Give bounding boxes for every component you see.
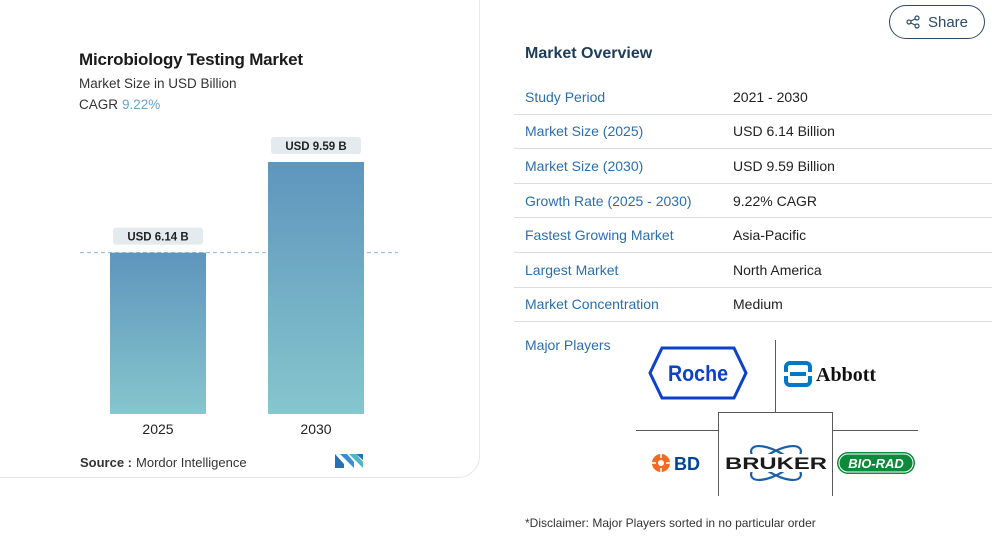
overview-row-key: Growth Rate (2025 - 2030) [525,192,692,209]
bd-logo-text: BD [674,454,700,474]
data-label: USD 9.59 B [285,141,346,153]
overview-row-value: North America [733,261,822,278]
major-players-grid: Roche Abbott BD BRUKER BIO-RAD [636,340,918,496]
bd-logo: BD [652,454,700,474]
overview-row-key: Market Size (2030) [525,157,644,174]
x-tick-label: 2025 [142,421,173,437]
x-tick-label: 2030 [300,421,331,437]
bio-rad-logo-text: BIO-RAD [848,456,904,471]
cagr-line: CAGR 9.22% [79,97,160,112]
chart-subtitle: Market Size in USD Billion [79,76,237,91]
cagr-label: CAGR [79,97,119,112]
overview-row: Market Size (2025) USD 6.14 Billion [514,115,992,150]
overview-row: Market Size (2030) USD 9.59 Billion [514,149,992,184]
overview-row-value: 9.22% CAGR [733,192,818,209]
overview-row: Largest Market North America [514,253,992,288]
abbott-logo: Abbott [784,361,876,387]
source-label: Source : [80,455,133,470]
share-label: Share [927,13,969,31]
cagr-value: 9.22% [122,97,161,112]
overview-row-key: Fastest Growing Market [525,227,674,244]
chart-title: Microbiology Testing Market [79,50,303,69]
roche-logo: Roche [648,346,748,400]
overview-row-key: Largest Market [525,261,619,278]
overview-row: Growth Rate (2025 - 2030) 9.22% CAGR [514,184,992,219]
overview-row-value: 2021 - 2030 [733,88,808,105]
bruker-logo-text: BRUKER [725,454,827,473]
chart-bar [268,162,364,414]
overview-row: Study Period 2021 - 2030 [514,80,992,115]
chart-bar [110,252,206,414]
overview-row-value: Asia-Pacific [733,227,807,244]
overview-row-value: Medium [733,296,783,313]
overview-row-value: USD 6.14 Billion [733,123,835,140]
overview-row-value: USD 9.59 Billion [733,157,835,174]
overview-row-key: Market Concentration [525,296,659,313]
source-line: Source : Mordor Intelligence [80,455,247,470]
bar-chart: 2025 USD 6.14 B 2030 USD 9.59 B [80,137,398,437]
roche-logo-text: Roche [668,361,728,386]
major-players-label: Major Players [525,337,611,353]
overview-row: Fastest Growing Market Asia-Pacific [514,218,992,253]
share-icon [906,15,920,29]
bio-rad-logo: BIO-RAD [837,452,915,474]
share-button[interactable]: Share [889,5,985,39]
market-overview-table: Study Period 2021 - 2030 Market Size (2025… [514,80,992,323]
disclaimer: *Disclaimer: Major Players sorted in no … [525,516,816,530]
overview-row: Market Concentration Medium [514,288,992,323]
chart-card [0,0,480,478]
market-overview-title: Market Overview [525,45,653,62]
data-label-box [113,227,203,245]
source-value: Mordor Intelligence [136,455,247,470]
mordor-logo-icon [335,454,363,468]
overview-row-key: Study Period [525,88,606,105]
overview-row-key: Market Size (2025) [525,123,644,140]
abbott-logo-text: Abbott [816,364,876,386]
data-label-box [271,137,361,154]
data-label: USD 6.14 B [127,232,188,244]
bruker-logo: BRUKER [722,444,830,482]
